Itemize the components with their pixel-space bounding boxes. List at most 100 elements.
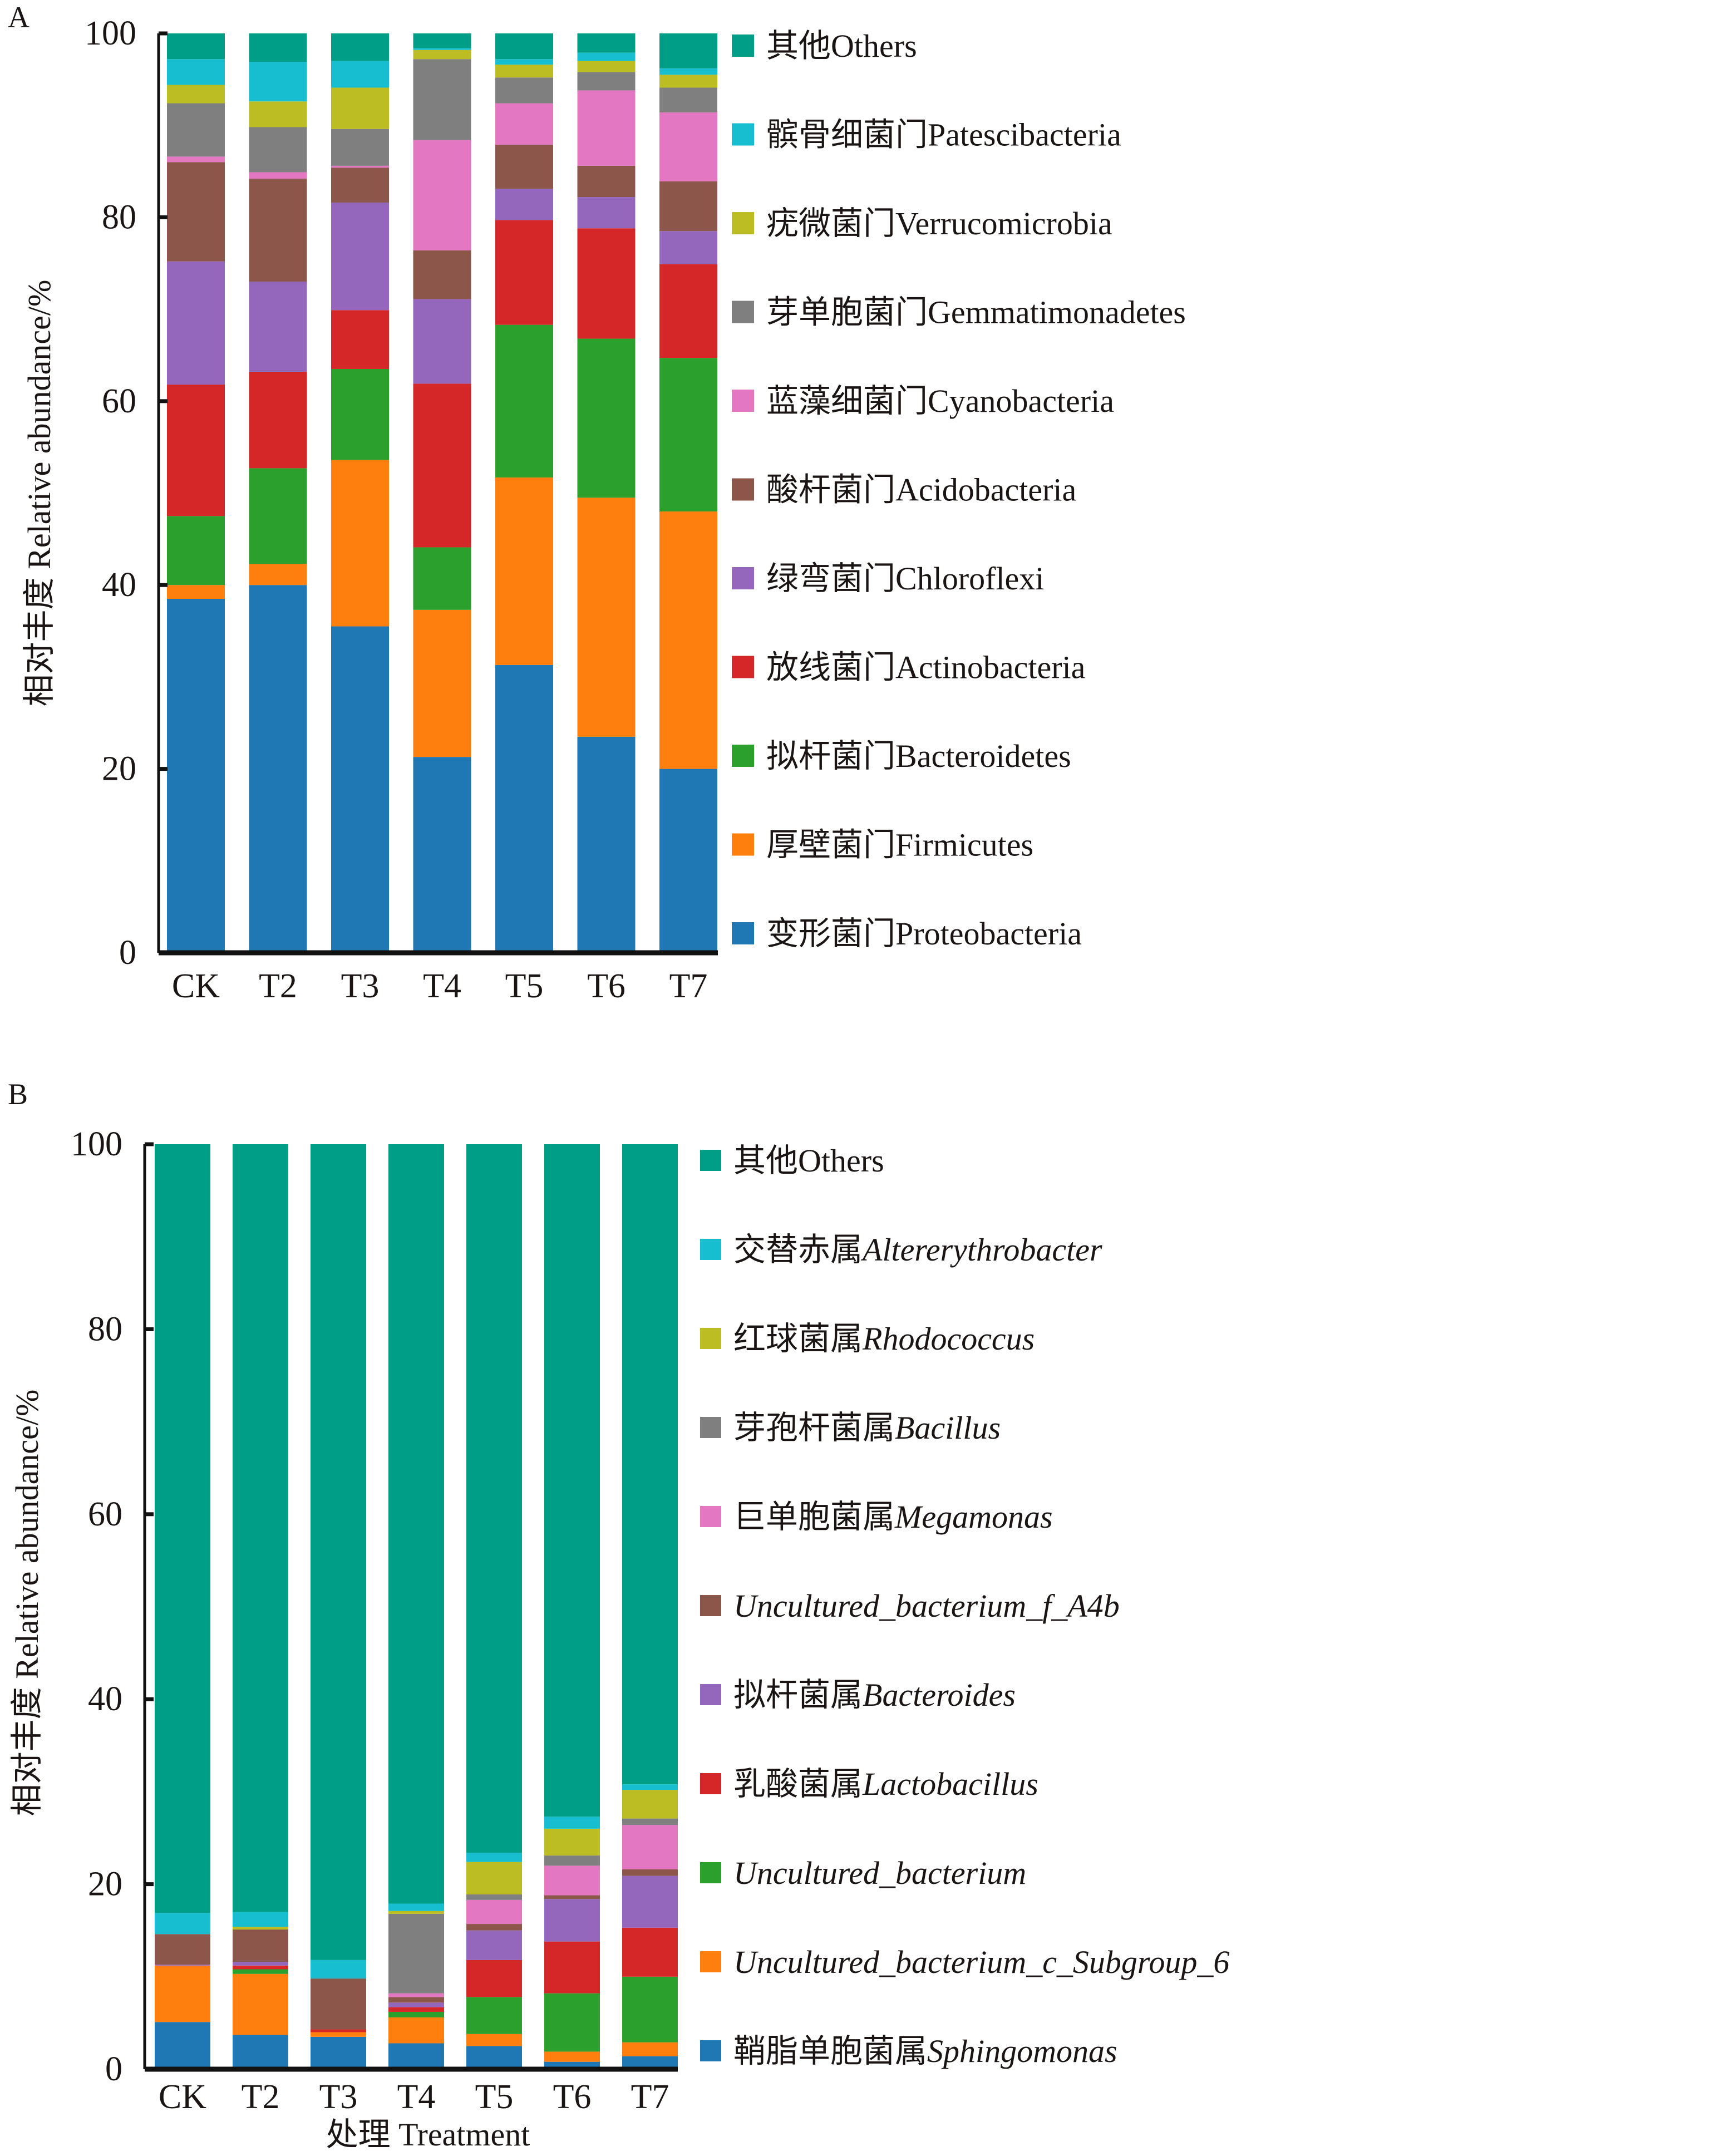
- bar-segment-ck-verrucomicrobia: [167, 85, 225, 104]
- bar-segment-t6-megamonas: [544, 1865, 600, 1896]
- bar-segment-t4-cyanobacteria: [413, 140, 471, 250]
- x-tick-label: T3: [319, 2078, 358, 2116]
- bar-segment-t5-rhodococcus: [466, 1862, 522, 1894]
- bar-segment-t5-bacteroidetes: [495, 324, 553, 478]
- bar-segment-t5-altererythrobacter: [466, 1853, 522, 1862]
- bar-segment-ck-sphingomonas: [155, 2022, 210, 2069]
- bar-segment-t7-cyanobacteria: [659, 112, 717, 181]
- legend-swatch: [732, 922, 754, 944]
- bar-segment-t5-uncultured-bacterium-f-a4b: [466, 1924, 522, 1931]
- y-tick-label: 20: [88, 1865, 122, 1903]
- y-axis-title: 相对丰度 Relative abundance/%: [9, 1390, 45, 1817]
- x-tick-label: CK: [159, 2078, 206, 2116]
- bar-segment-t7-uncultured-bacterium-c-subgroup-6: [622, 2042, 678, 2056]
- bar-segment-t3-altererythrobacter: [311, 1960, 366, 1979]
- bar-segment-t6-bacteroides: [544, 1899, 600, 1942]
- bar-segment-ck-bacteroides: [155, 1965, 210, 1966]
- bar-segment-t2-acidobacteria: [249, 179, 307, 282]
- bar-segment-t3-others: [331, 33, 389, 61]
- bar-segment-t3-uncultured-bacterium-f-a4b: [311, 1978, 366, 2030]
- bar-segment-ck-altererythrobacter: [155, 1913, 210, 1935]
- bar-segment-t6-others: [577, 33, 636, 53]
- bar-segment-t4-bacillus: [388, 1913, 444, 1993]
- chart-a-phylum: CK T2 T3 T4 T5 T6 T7 0 20 40 60 80 100 相对丰度 Relative …: [21, 14, 1186, 1005]
- legend-label: 蓝藻细菌门Cyanobacteria: [766, 383, 1114, 419]
- bar-segment-t2-uncultured-bacterium: [233, 1969, 288, 1974]
- x-axis-title: 处理 Treatment: [326, 2116, 530, 2153]
- bar-segment-t4-others: [388, 1144, 444, 1904]
- y-tick-label: 60: [102, 382, 136, 420]
- bar-segment-t5-megamonas: [466, 1899, 522, 1924]
- bar-segment-ck-proteobacteria: [167, 598, 225, 953]
- legend-label: 酸杆菌门Acidobacteria: [766, 472, 1076, 508]
- bar-segment-t5-cyanobacteria: [495, 103, 553, 145]
- bar-segment-t4-megamonas: [388, 1993, 444, 1997]
- bar-segment-ck-firmicutes: [167, 585, 225, 599]
- legend-label: 芽孢杆菌属Bacillus: [733, 1410, 1001, 1446]
- bar-segment-t5-sphingomonas: [466, 2046, 522, 2069]
- legend-label: 变形菌门Proteobacteria: [766, 915, 1082, 952]
- legend-item: Uncultured_bacterium_f_A4b: [700, 1588, 1120, 1624]
- y-tick-label: 0: [105, 2050, 122, 2088]
- bar-segment-t6-rhodococcus: [544, 1828, 600, 1856]
- bar-segment-t3-bacteroidetes: [331, 368, 389, 460]
- bar-segment-t4-uncultured-bacterium-c-subgroup-6: [388, 2017, 444, 2044]
- panel-a-letter: A: [8, 1, 29, 34]
- bar-segment-t6-bacillus: [544, 1855, 600, 1866]
- bar-segment-t3-proteobacteria: [331, 626, 389, 953]
- bar-segment-t7-lactobacillus: [622, 1927, 678, 1977]
- legend-label: 放线菌门Actinobacteria: [766, 649, 1085, 686]
- chart-a-legend: 其他Others 髌骨细菌门Patescibacteria 疣微菌门Verrucom…: [732, 28, 1186, 952]
- bar-segment-t7-chloroflexi: [659, 231, 717, 264]
- chart-b-legend: 其他Others 交替赤属Altererythrobacter 红球菌属Rhodoc…: [700, 1143, 1229, 2069]
- bar-segment-t6-altererythrobacter: [544, 1817, 600, 1829]
- legend-swatch: [700, 1595, 721, 1616]
- legend-swatch: [732, 212, 754, 234]
- bar-segment-t4-altererythrobacter: [388, 1903, 444, 1911]
- legend-item: 芽孢杆菌属Bacillus: [700, 1410, 1001, 1446]
- bar-segment-t4-proteobacteria: [413, 757, 471, 953]
- bar-segment-t2-patescibacteria: [249, 62, 307, 102]
- legend-swatch: [700, 1328, 721, 1349]
- bar-segment-t5-proteobacteria: [495, 664, 553, 953]
- bar-segment-t2-actinobacteria: [249, 371, 307, 469]
- bar-segment-t5-chloroflexi: [495, 189, 553, 220]
- bar-segment-t5-others: [495, 33, 553, 60]
- bar-segment-t2-sphingomonas: [233, 2035, 288, 2069]
- y-tick-label: 40: [102, 566, 136, 604]
- legend-label: 疣微菌门Verrucomicrobia: [766, 205, 1112, 242]
- legend-label: Uncultured_bacterium_c_Subgroup_6: [733, 1944, 1229, 1980]
- bar-segment-t7-uncultured-bacterium: [622, 1976, 678, 2042]
- legend-label: 交替赤属Altererythrobacter: [733, 1232, 1102, 1268]
- bar-segment-t4-uncultured-bacterium: [388, 2011, 444, 2017]
- bar-segment-t7-bacteroides: [622, 1876, 678, 1928]
- bar-segment-t7-others: [659, 33, 717, 68]
- bar-segment-t2-altererythrobacter: [233, 1912, 288, 1927]
- bar-segment-ck-acidobacteria: [167, 162, 225, 262]
- bar-segment-t6-uncultured-bacterium-f-a4b: [544, 1895, 600, 1899]
- legend-swatch: [732, 123, 754, 146]
- bar-segment-t4-sphingomonas: [388, 2043, 444, 2069]
- bar-segment-t3-lactobacillus: [311, 2029, 366, 2032]
- bar-segment-t4-bacteroides: [388, 2002, 444, 2007]
- bar-segment-t6-verrucomicrobia: [577, 61, 636, 72]
- bar-segment-t3-verrucomicrobia: [331, 87, 389, 129]
- chart-a-axes: CK T2 T3 T4 T5 T6 T7 0 20 40 60 80 100 相对丰度 Relative …: [21, 14, 718, 1005]
- chart-b-bars: [155, 1144, 678, 2069]
- bar-segment-t3-sphingomonas: [311, 2036, 366, 2069]
- bar-segment-t7-bacteroidetes: [659, 358, 717, 512]
- bar-segment-t7-rhodococcus: [622, 1790, 678, 1819]
- bar-segment-t5-others: [466, 1144, 522, 1853]
- legend-item: Uncultured_bacterium_c_Subgroup_6: [700, 1944, 1229, 1980]
- bar-segment-ck-uncultured-bacterium-c-subgroup-6: [155, 1965, 210, 2022]
- bar-segment-ck-patescibacteria: [167, 59, 225, 85]
- bar-segment-t6-bacteroidetes: [577, 338, 636, 498]
- legend-item: 髌骨细菌门Patescibacteria: [732, 117, 1121, 153]
- legend-swatch: [700, 1239, 721, 1260]
- bar-segment-t2-lactobacillus: [233, 1965, 288, 1970]
- y-tick-label: 20: [102, 750, 136, 788]
- x-tick-label: T6: [587, 967, 625, 1005]
- bar-segment-t7-megamonas: [622, 1825, 678, 1870]
- bar-segment-t4-firmicutes: [413, 609, 471, 757]
- bar-segment-ck-uncultured-bacterium-f-a4b: [155, 1934, 210, 1965]
